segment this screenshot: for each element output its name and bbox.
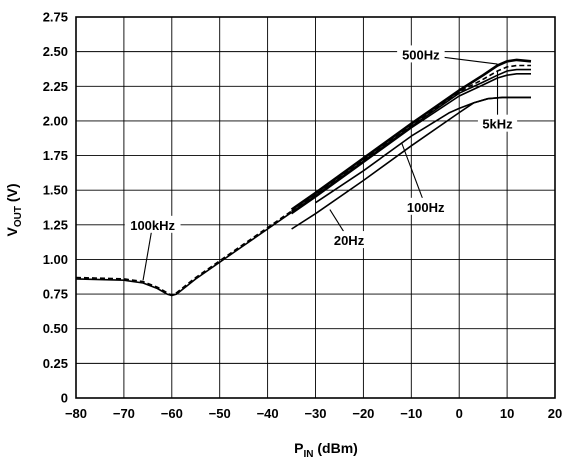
annotation-label-bg (397, 45, 445, 63)
annotation-leader-line (142, 224, 154, 281)
y-tick-label: 1.50 (43, 183, 68, 198)
series-line-500hz (290, 58, 532, 211)
series-line-100hz (315, 96, 531, 204)
series-line-20hz (291, 96, 531, 230)
series-line-100khz (75, 211, 293, 297)
series-line-100khz (75, 210, 293, 297)
y-tick-label: 2.75 (43, 10, 68, 25)
y-tick-labels: 0 0.25 0.50 0.75 1.00 1.25 1.50 1.75 2.00 2.25 2.5… (43, 10, 68, 406)
series-line-5khz (291, 68, 531, 213)
x-tick-label: −70 (113, 406, 135, 421)
series-line-5khz (291, 64, 531, 212)
x-tick-label: 10 (500, 406, 514, 421)
annotation-label: 5kHz (482, 117, 513, 132)
annotation-leader-line (401, 142, 427, 208)
y-tick-label: 0.50 (43, 321, 68, 336)
annotation-label-bg (401, 197, 450, 215)
annotations: 100kHz 500Hz 5kHz 100Hz 20Hz (124, 45, 518, 281)
x-axis-title: PIN (dBm) (294, 440, 358, 460)
annotation-label-bg (329, 231, 369, 249)
y-tick-label: 1.00 (43, 252, 68, 267)
y-tick-label: 2.50 (43, 44, 68, 59)
x-tick-label: 20 (548, 406, 562, 421)
x-tick-label: −10 (400, 406, 422, 421)
x-tick-label: −40 (257, 406, 279, 421)
y-axis-title: VOUT (V) (4, 183, 24, 236)
annotation-label: 100Hz (407, 200, 445, 215)
annotation-label: 100kHz (130, 218, 175, 233)
y-tick-label: 0.75 (43, 287, 68, 302)
series-lines (75, 58, 532, 297)
y-tick-label: 0.25 (43, 356, 68, 371)
y-tick-label: 2.25 (43, 79, 68, 94)
x-tick-label: −20 (352, 406, 374, 421)
annotation-label-bg (477, 114, 518, 132)
x-tick-label: −60 (161, 406, 183, 421)
y-tick-label: 1.75 (43, 148, 68, 163)
annotation-label: 500Hz (402, 47, 440, 62)
series-line-5khz (291, 73, 531, 215)
y-tick-label: 2.00 (43, 113, 68, 128)
x-tick-label: −80 (65, 406, 87, 421)
y-tick-label: 1.25 (43, 217, 68, 232)
annotation-label-bg (124, 215, 181, 233)
x-tick-label: −50 (209, 406, 231, 421)
x-tick-label: −30 (304, 406, 326, 421)
x-tick-labels: −80 −70 −60 −50 −40 −30 −20 −10 0 10 20 (65, 406, 562, 421)
plot-frame (75, 16, 556, 399)
y-tick-label: 0 (61, 391, 68, 406)
x-tick-label: 0 (456, 406, 463, 421)
annotation-label: 20Hz (334, 233, 365, 248)
